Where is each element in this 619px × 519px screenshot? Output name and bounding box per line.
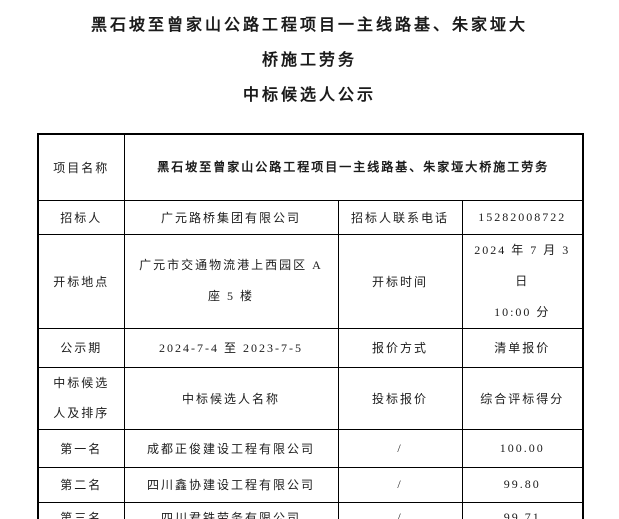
candidates-name-header: 中标候选人名称	[123, 366, 339, 430]
candidate-2-bid: /	[337, 466, 463, 503]
tenderer-value: 广元路桥集团有限公司	[123, 199, 339, 235]
row-bid-opening: 开标地点 广元市交通物流港上西园区 A 座 5 楼 开标时间 2024 年 7 …	[37, 233, 584, 329]
publicity-period-label: 公示期	[37, 327, 125, 368]
candidates-rank-header: 中标候选 人及排序	[37, 366, 125, 430]
project-name-label: 项目名称	[37, 133, 125, 201]
opening-location-value: 广元市交通物流港上西园区 A 座 5 楼	[123, 233, 339, 329]
bid-announcement-table: 项目名称 黑石坡至曾家山公路工程项目一主线路基、朱家垭大桥施工劳务 招标人 广元…	[37, 133, 585, 519]
row-candidate-3: 第三名 四川君铁劳务有限公司 / 99.71	[37, 501, 584, 519]
candidate-2-name: 四川鑫协建设工程有限公司	[123, 466, 339, 503]
pricing-method-value: 清单报价	[461, 327, 584, 368]
title-line-3: 中标候选人公示	[242, 87, 376, 104]
candidate-2-rank: 第二名	[37, 466, 125, 503]
row-publicity: 公示期 2024-7-4 至 2023-7-5 报价方式 清单报价	[37, 327, 584, 368]
row-candidates-header: 中标候选 人及排序 中标候选人名称 投标报价 综合评标得分	[37, 366, 584, 430]
tenderer-phone-value: 15282008722	[461, 199, 584, 235]
opening-time-value: 2024 年 7 月 3 日 10:00 分	[461, 233, 584, 329]
title-line-1: 黑石坡至曾家山公路工程项目一主线路基、朱家垭大	[90, 17, 528, 34]
tenderer-label: 招标人	[37, 199, 125, 235]
candidate-1-score: 100.00	[461, 428, 584, 468]
title-line-2: 桥施工劳务	[261, 52, 357, 69]
tenderer-phone-label: 招标人联系电话	[337, 199, 463, 235]
candidate-3-bid: /	[337, 501, 463, 519]
opening-time-label: 开标时间	[337, 233, 463, 329]
candidate-3-name: 四川君铁劳务有限公司	[123, 501, 339, 519]
project-name-value: 黑石坡至曾家山公路工程项目一主线路基、朱家垭大桥施工劳务	[123, 133, 584, 201]
candidate-2-score: 99.80	[461, 466, 584, 503]
candidates-score-header: 综合评标得分	[461, 366, 584, 430]
row-project-name: 项目名称 黑石坡至曾家山公路工程项目一主线路基、朱家垭大桥施工劳务	[37, 133, 584, 201]
opening-location-label: 开标地点	[37, 233, 125, 329]
candidate-3-rank: 第三名	[37, 501, 125, 519]
row-tenderer: 招标人 广元路桥集团有限公司 招标人联系电话 15282008722	[37, 199, 584, 235]
candidate-1-rank: 第一名	[37, 428, 125, 468]
candidate-1-bid: /	[337, 428, 463, 468]
pricing-method-label: 报价方式	[337, 327, 463, 368]
publicity-period-value: 2024-7-4 至 2023-7-5	[123, 327, 339, 368]
candidate-3-score: 99.71	[461, 501, 584, 519]
page-title: 黑石坡至曾家山公路工程项目一主线路基、朱家垭大 桥施工劳务 中标候选人公示	[0, 8, 619, 113]
candidates-bid-header: 投标报价	[337, 366, 463, 430]
row-candidate-2: 第二名 四川鑫协建设工程有限公司 / 99.80	[37, 466, 584, 503]
candidate-1-name: 成都正俊建设工程有限公司	[123, 428, 339, 468]
row-candidate-1: 第一名 成都正俊建设工程有限公司 / 100.00	[37, 428, 584, 468]
